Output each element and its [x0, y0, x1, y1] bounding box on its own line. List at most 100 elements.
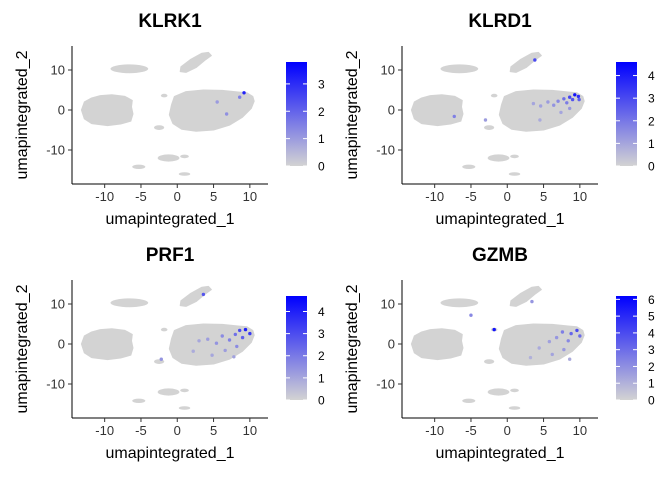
cell-cluster-3: [110, 64, 149, 74]
colorbar-tick-label: 1: [648, 377, 655, 391]
y-axis-label: umapintegrated_2: [344, 50, 361, 179]
cell-cluster-7: [510, 154, 519, 159]
expressing-cell-point: [215, 100, 219, 104]
cell-cluster-9: [508, 406, 521, 410]
expressing-cell-point: [469, 313, 473, 317]
y-tick-label: 0: [388, 103, 395, 118]
expressing-cell-point: [537, 346, 541, 350]
colorbar-tick-label: 3: [318, 327, 325, 341]
x-tick-label: -10: [95, 423, 114, 438]
x-tick-label: 0: [504, 423, 511, 438]
y-tick-label: -10: [376, 143, 395, 158]
x-axis-label: umapintegrated_1: [436, 445, 565, 462]
cell-cluster-3: [110, 298, 149, 308]
colorbar-tick-label: 6: [648, 293, 655, 307]
cell-cluster-3: [440, 64, 479, 74]
cell-cluster-1: [498, 323, 585, 366]
x-tick-label: -10: [95, 189, 114, 204]
x-tick-label: 10: [243, 423, 257, 438]
x-tick-label: 10: [573, 423, 587, 438]
cell-cluster-0: [410, 328, 464, 361]
cell-cluster-7: [180, 388, 189, 393]
y-tick-label: 0: [388, 337, 395, 352]
colorbar: [286, 62, 307, 166]
expressing-cell-point: [578, 334, 582, 338]
x-tick-label: -10: [425, 423, 444, 438]
colorbar-tick-label: 2: [648, 360, 655, 374]
expressing-cell-point: [191, 349, 195, 353]
expressing-cell-point: [243, 327, 248, 332]
x-tick-label: 5: [210, 423, 217, 438]
expressing-cell-point: [562, 97, 566, 101]
expressing-cell-point: [567, 357, 572, 361]
y-axis-label: umapintegrated_2: [14, 50, 31, 179]
expressing-cell-point: [559, 110, 563, 115]
expressing-cell-point: [552, 103, 556, 107]
expressing-cell-point: [531, 101, 536, 106]
expressing-cell-point: [197, 339, 201, 343]
panel-title: KLRK1: [138, 11, 202, 32]
cell-cluster-1: [168, 89, 255, 132]
cell-cluster-9: [508, 172, 521, 176]
expressing-cell-point: [567, 106, 572, 111]
expressing-cell-point: [483, 118, 488, 122]
cell-cluster-7: [510, 388, 519, 393]
y-tick-label: 10: [51, 297, 65, 312]
x-tick-label: -5: [135, 423, 147, 438]
expressing-cell-point: [569, 331, 573, 336]
expressing-cell-point: [233, 332, 238, 337]
expressing-cell-point: [567, 95, 572, 99]
colorbar-tick-label: 5: [648, 310, 655, 324]
cell-cluster-6: [487, 154, 510, 162]
cell-cluster-5: [490, 93, 498, 98]
cell-cluster-2: [509, 51, 542, 73]
colorbar-tick-label: 1: [318, 132, 325, 146]
expressing-cell-point: [550, 352, 554, 357]
expressing-cell-point: [201, 292, 206, 297]
y-tick-label: 0: [58, 103, 65, 118]
expressing-cell-point: [546, 100, 550, 104]
y-tick-label: 10: [51, 63, 65, 78]
x-tick-label: 10: [243, 189, 257, 204]
expressing-cell-point: [220, 334, 224, 338]
x-axis-label: umapintegrated_1: [106, 211, 235, 228]
x-tick-label: 5: [540, 423, 547, 438]
cell-cluster-8: [132, 398, 146, 403]
x-tick-label: 10: [573, 189, 587, 204]
colorbar-tick-label: 4: [648, 69, 655, 83]
cell-cluster-6: [487, 388, 510, 396]
y-tick-label: -10: [46, 377, 65, 392]
panel-klrd1: KLRD1-10 -5 0 5 10-10010umapintegrated_1umap…: [344, 11, 655, 228]
x-tick-label: -5: [465, 189, 477, 204]
cell-cluster-8: [132, 164, 146, 169]
cell-cluster-4: [484, 125, 495, 130]
colorbar-tick-label: 2: [648, 114, 655, 128]
expressing-cell-point: [538, 104, 543, 108]
expressing-cell-point: [210, 353, 214, 357]
panel-klrk1: KLRK1-10 -5 0 5 10-10010umapintegrated_1umap…: [14, 11, 325, 228]
y-tick-label: -10: [376, 377, 395, 392]
cell-cluster-4: [484, 359, 495, 364]
x-tick-label: 0: [174, 423, 181, 438]
x-tick-label: -5: [135, 189, 147, 204]
expressing-cell-point: [492, 327, 496, 332]
panel-prf1: PRF1-10 -5 0 5 10-10010umapintegrated_1umapi…: [14, 245, 325, 462]
cell-cluster-9: [178, 172, 191, 176]
cell-cluster-8: [462, 398, 476, 403]
expressing-cell-point: [554, 335, 559, 340]
expressing-cell-point: [159, 357, 163, 361]
panel-title: KLRD1: [468, 11, 532, 32]
expressing-cell-point: [528, 355, 533, 360]
cell-cluster-2: [179, 51, 212, 73]
colorbar-tick-label: 3: [648, 343, 655, 357]
expressing-cell-point: [206, 337, 210, 341]
colorbar: [616, 62, 637, 166]
expressing-cell-point: [235, 344, 239, 349]
colorbar-tick-label: 4: [318, 305, 325, 319]
expressing-cell-point: [452, 114, 456, 119]
x-axis-label: umapintegrated_1: [436, 211, 565, 228]
expressing-cell-point: [538, 118, 542, 122]
expressing-cell-point: [240, 335, 245, 340]
expressing-cell-point: [530, 299, 534, 304]
x-tick-label: -5: [465, 423, 477, 438]
